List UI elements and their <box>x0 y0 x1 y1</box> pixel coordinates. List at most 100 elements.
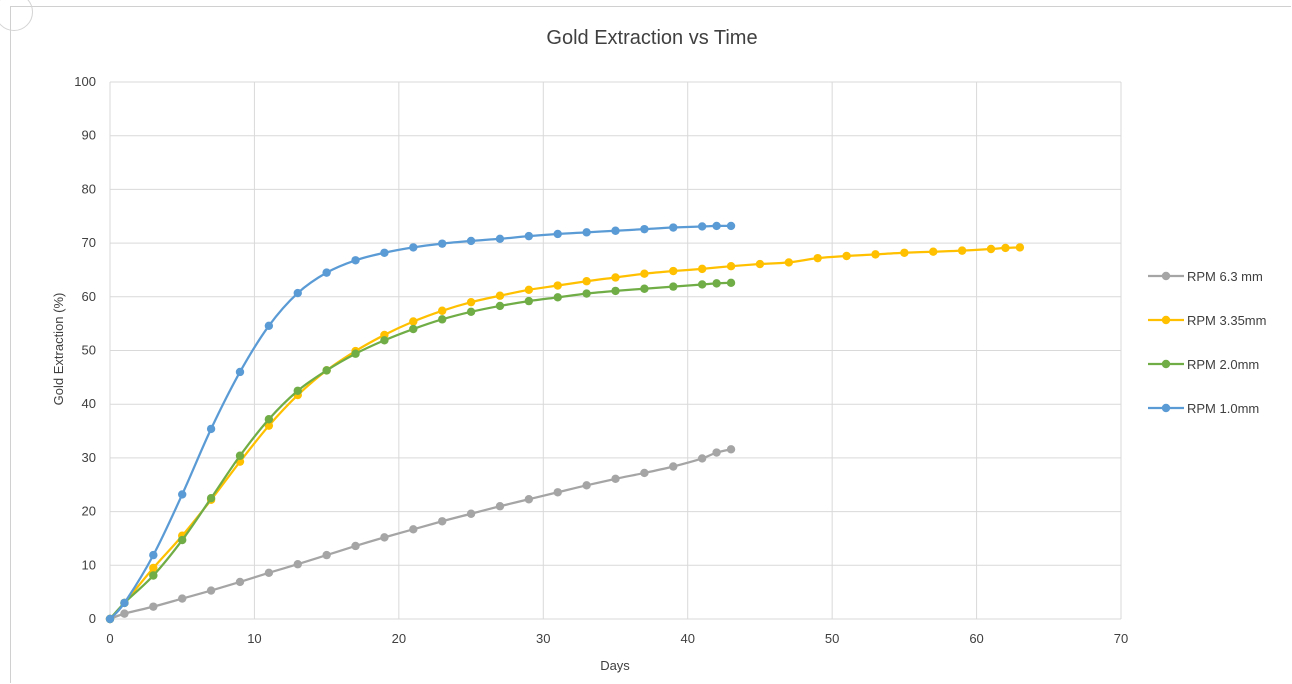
legend-marker <box>1161 359 1171 369</box>
data-point <box>293 386 302 395</box>
legend-label: RPM 1.0mm <box>1187 401 1259 416</box>
y-tick-label: 40 <box>82 396 96 411</box>
legend-entry: RPM 2.0mm <box>1148 357 1259 372</box>
data-point <box>409 243 418 252</box>
data-point <box>582 289 591 298</box>
data-point <box>466 236 476 246</box>
series-line <box>109 224 732 620</box>
series-layer <box>105 221 1025 624</box>
data-point <box>380 248 389 257</box>
data-point <box>351 349 360 358</box>
data-point <box>178 490 187 499</box>
x-tick-label: 30 <box>536 631 550 646</box>
data-point <box>611 273 620 282</box>
data-point <box>986 244 996 254</box>
x-tick-label: 60 <box>969 631 983 646</box>
data-point <box>409 525 418 534</box>
x-tick-label: 50 <box>825 631 839 646</box>
series-2 <box>105 278 736 624</box>
series-3 <box>105 221 736 624</box>
data-point <box>178 594 187 603</box>
legend-entry: RPM 6.3 mm <box>1148 269 1263 284</box>
data-point <box>1015 243 1025 252</box>
data-point <box>466 297 476 307</box>
data-point <box>755 259 765 269</box>
data-point <box>235 451 245 460</box>
data-point <box>524 296 534 306</box>
data-point <box>611 286 620 296</box>
legend-marker <box>1161 271 1171 281</box>
data-point <box>120 598 129 608</box>
data-point <box>495 291 505 300</box>
series-line <box>109 246 1020 620</box>
data-point <box>582 228 591 237</box>
y-tick-label: 0 <box>89 611 96 626</box>
data-point <box>264 421 274 430</box>
data-point <box>437 315 447 324</box>
legend: RPM 6.3 mm RPM 3.35mm RPM 2.0mm RPM 1.0mm <box>1148 269 1266 416</box>
data-point <box>524 285 534 295</box>
data-point <box>409 324 418 334</box>
data-point <box>437 239 447 248</box>
y-tick-label: 20 <box>82 504 96 519</box>
y-tick-label: 60 <box>82 289 96 304</box>
data-point <box>409 317 418 326</box>
data-point <box>669 282 678 291</box>
data-point <box>669 462 678 471</box>
data-point <box>726 278 736 288</box>
data-point <box>669 266 678 276</box>
y-tick-label: 30 <box>82 450 96 465</box>
data-point <box>726 445 736 454</box>
data-point <box>380 533 389 542</box>
data-point <box>293 288 302 298</box>
y-tick-label: 100 <box>74 74 96 89</box>
data-point <box>929 247 938 256</box>
data-point <box>264 321 274 330</box>
data-point <box>957 246 967 255</box>
data-point <box>582 481 591 490</box>
data-point <box>206 424 216 434</box>
corner-decoration <box>0 0 33 31</box>
data-point <box>712 279 721 288</box>
data-point <box>611 226 620 235</box>
y-axis-title: Gold Extraction (%) <box>51 293 66 406</box>
y-tick-label: 10 <box>82 557 96 572</box>
data-point <box>669 223 678 232</box>
data-point <box>712 448 721 457</box>
gridlines <box>109 81 1122 620</box>
data-point <box>726 261 736 271</box>
data-point <box>842 251 851 261</box>
data-point <box>322 268 331 277</box>
series-line <box>109 281 732 620</box>
y-tick-label: 70 <box>82 235 96 250</box>
data-point <box>712 221 721 231</box>
data-point <box>784 258 794 267</box>
data-point <box>697 264 707 274</box>
series-1 <box>105 243 1025 624</box>
y-tick-labels: 0 10 20 30 40 50 60 70 80 90 100 <box>74 74 96 626</box>
data-point <box>322 366 331 375</box>
data-point <box>149 563 158 573</box>
data-point <box>206 586 216 595</box>
data-point <box>640 284 649 293</box>
y-tick-label: 80 <box>82 181 96 196</box>
data-point <box>495 502 505 511</box>
data-point <box>495 234 505 243</box>
legend-entry: RPM 3.35mm <box>1148 313 1266 328</box>
series-line <box>109 448 732 621</box>
data-point <box>524 231 534 241</box>
x-tick-label: 10 <box>247 631 261 646</box>
legend-marker <box>1161 315 1171 325</box>
data-point <box>871 250 880 259</box>
data-point <box>149 550 158 560</box>
data-point <box>495 301 505 311</box>
data-point <box>524 495 534 504</box>
legend-label: RPM 2.0mm <box>1187 357 1259 372</box>
y-tick-label: 90 <box>82 128 96 143</box>
data-point <box>149 602 158 611</box>
x-tick-label: 0 <box>106 631 113 646</box>
data-point <box>322 550 331 560</box>
x-tick-label: 40 <box>680 631 694 646</box>
